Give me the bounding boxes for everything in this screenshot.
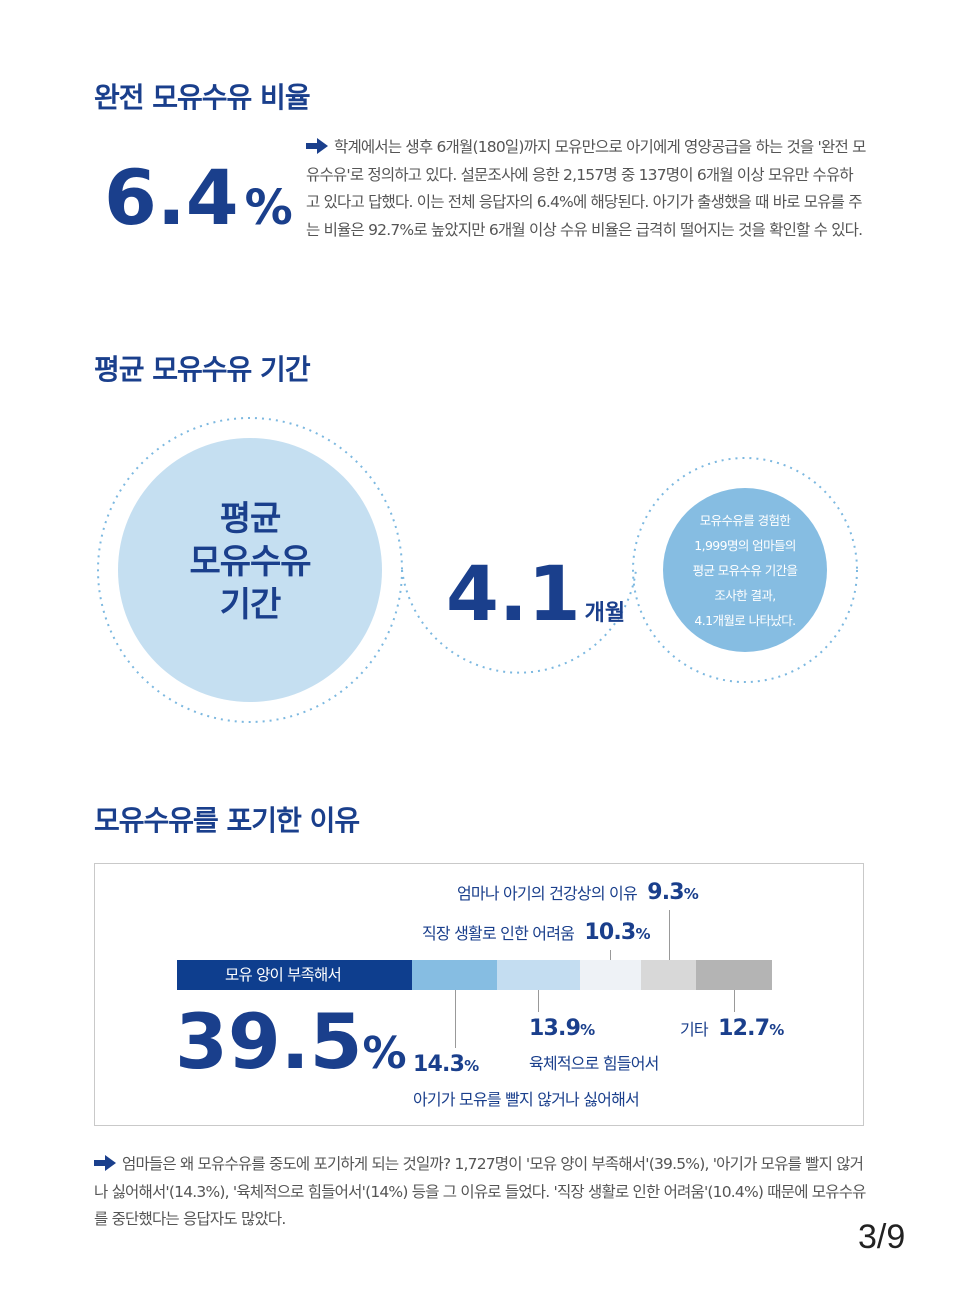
- category-label-health-reason: 엄마나 아기의 건강상의 이유: [457, 884, 638, 903]
- value-unit-work-difficulty: %: [635, 925, 650, 943]
- quit-reasons-text: 엄마들은 왜 모유수유를 중도에 포기하게 되는 것일까? 1,727명이 '모…: [94, 1155, 866, 1228]
- exclusive-rate-unit: %: [244, 180, 293, 236]
- value-unit-health-reason: %: [683, 885, 699, 903]
- value-unit-milk-shortage: %: [362, 1028, 407, 1079]
- average-duration-value: 4.1 개월: [446, 556, 625, 632]
- exclusive-rate-description: 학계에서는 생후 6개월(180일)까지 모유만으로 아기에게 영양공급을 하는…: [306, 134, 866, 244]
- value-number-health-reason: 9.3: [647, 880, 684, 905]
- value-number-physically-tired: 13.9: [529, 1016, 581, 1041]
- bar-segment-health-reason: [641, 960, 697, 990]
- bar-segment-physically-tired: [497, 960, 580, 990]
- exclusive-rate-number: 6.4: [104, 153, 239, 242]
- exclusive-rate-text: 학계에서는 생후 6개월(180일)까지 모유만으로 아기에게 영양공급을 하는…: [306, 138, 866, 239]
- average-duration-circle-label: 평균 모유수유 기간: [118, 498, 382, 627]
- circle-label-line-1: 평균: [219, 499, 282, 539]
- bar-segment-milk-shortage: [177, 960, 413, 990]
- category-label-work-difficulty: 직장 생활로 인한 어려움: [422, 924, 575, 943]
- category-label-physically-tired: 육체적으로 힘들어서: [529, 1054, 659, 1073]
- value-number-other: 12.7: [718, 1016, 770, 1041]
- average-duration-circle: [118, 438, 382, 702]
- value-number-work-difficulty: 10.3: [584, 920, 636, 945]
- page-indicator: 3/9: [858, 1218, 906, 1256]
- value-label-physically-tired: 13.9%: [529, 1016, 595, 1041]
- stacked-bar: [177, 960, 772, 990]
- leader-line-health-reason: [668, 910, 670, 960]
- circle-label-line-2: 모유수유: [189, 542, 311, 582]
- note-line-1: 모유수유를 경험한: [699, 513, 791, 528]
- leader-line-baby-refuses: [454, 990, 456, 1048]
- note-line-3: 평균 모유수유 기간을: [692, 563, 798, 578]
- quit-reasons-description: 엄마들은 왜 모유수유를 중도에 포기하게 되는 것일까? 1,727명이 '모…: [94, 1151, 866, 1234]
- series-other-label: 기타 12.7%: [680, 1016, 784, 1041]
- average-duration-note-circle: [663, 488, 827, 652]
- value-unit-baby-refuses: %: [464, 1057, 479, 1075]
- leader-line-physically-tired: [538, 990, 540, 1012]
- category-label-other: 기타: [680, 1020, 709, 1039]
- bar-segment-baby-refuses: [412, 960, 498, 990]
- note-line-4: 조사한 결과,: [714, 588, 776, 603]
- average-duration-unit: 개월: [584, 601, 626, 626]
- leader-line-work-difficulty: [610, 950, 612, 960]
- bar-segment-other: [696, 960, 772, 990]
- arrow-right-icon: [94, 1155, 116, 1171]
- section-title-average-duration: 평균 모유수유 기간: [94, 353, 311, 386]
- exclusive-rate-value: 6.4%: [104, 160, 293, 236]
- average-duration-number: 4.1: [446, 549, 581, 638]
- value-number-milk-shortage: 39.5: [175, 997, 363, 1086]
- section-title-exclusive-rate: 완전 모유수유 비율: [94, 81, 311, 114]
- category-label-milk-shortage: 모유 양이 부족해서: [225, 966, 342, 984]
- note-line-2: 1,999명의 엄마들의: [694, 538, 796, 553]
- arrow-right-icon: [306, 138, 328, 154]
- quit-reasons-chart: 모유 양이 부족해서 39.5% 14.3% 아기가 모유를 빨지 않거나 싫어…: [94, 863, 864, 1126]
- category-label-baby-refuses: 아기가 모유를 빨지 않거나 싫어해서: [413, 1090, 640, 1109]
- value-unit-physically-tired: %: [580, 1021, 595, 1039]
- dotted-orbit-decoration: [97, 417, 858, 723]
- series-health-reason-label: 엄마나 아기의 건강상의 이유 9.3%: [457, 880, 699, 905]
- section-title-quit-reasons: 모유수유를 포기한 이유: [94, 804, 360, 837]
- leader-line-other: [734, 990, 736, 1012]
- circle-label-line-3: 기간: [219, 585, 282, 625]
- value-label-milk-shortage: 39.5%: [175, 1004, 407, 1080]
- average-duration-note: 모유수유를 경험한 1,999명의 엄마들의 평균 모유수유 기간을 조사한 결…: [663, 508, 827, 633]
- value-unit-other: %: [769, 1021, 784, 1039]
- note-line-5: 4.1개월로 나타났다.: [694, 613, 796, 628]
- value-number-baby-refuses: 14.3: [413, 1052, 465, 1077]
- bar-segment-work-difficulty: [579, 960, 642, 990]
- value-label-baby-refuses: 14.3%: [413, 1052, 479, 1077]
- series-work-difficulty-label: 직장 생활로 인한 어려움 10.3%: [422, 920, 651, 945]
